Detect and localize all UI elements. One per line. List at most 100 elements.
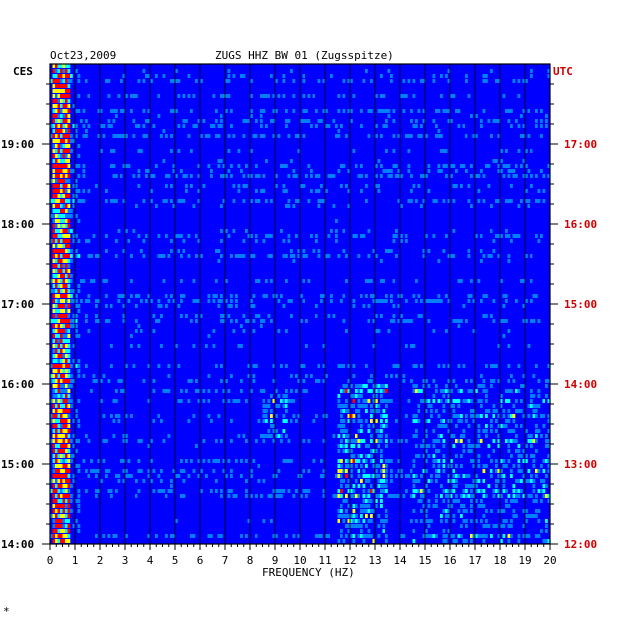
spectrogram-cell xyxy=(345,494,348,498)
spectrogram-cell xyxy=(142,239,146,243)
spectrogram-cell xyxy=(385,149,388,153)
spectrogram-cell xyxy=(275,389,278,393)
spectrogram-cell xyxy=(55,139,58,143)
spectrogram-cell xyxy=(55,274,58,278)
spectrogram-cell xyxy=(367,459,371,463)
spectrogram-cell xyxy=(177,254,181,258)
spectrogram-cell xyxy=(380,414,383,418)
spectrogram-cell xyxy=(52,494,56,498)
spectrogram-cell xyxy=(257,464,261,468)
spectrogram-cell xyxy=(490,429,493,433)
spectrogram-cell xyxy=(232,134,236,138)
spectrogram-cell xyxy=(265,409,268,413)
spectrogram-cell xyxy=(525,199,528,203)
spectrogram-cell xyxy=(185,184,188,188)
spectrogram-cell xyxy=(382,524,386,528)
spectrogram-cell xyxy=(52,394,56,398)
spectrogram-cell xyxy=(62,469,66,473)
spectrogram-cell xyxy=(452,199,456,203)
spectrogram-cell xyxy=(332,434,336,438)
x-tick-label: 14 xyxy=(393,554,407,567)
spectrogram-cell xyxy=(150,199,153,203)
spectrogram-cell xyxy=(467,424,471,428)
spectrogram-cell xyxy=(60,424,63,428)
spectrogram-cell xyxy=(522,279,526,283)
spectrogram-cell xyxy=(387,329,391,333)
spectrogram-cell xyxy=(535,534,538,538)
spectrogram-cell xyxy=(62,529,66,533)
spectrogram-cell xyxy=(305,254,308,258)
spectrogram-cell xyxy=(67,509,71,513)
spectrogram-cell xyxy=(177,199,181,203)
spectrogram-cell xyxy=(55,174,58,178)
spectrogram-cell xyxy=(470,294,473,298)
spectrogram-cell xyxy=(70,364,73,368)
spectrogram-cell xyxy=(497,434,501,438)
spectrogram-cell xyxy=(77,184,81,188)
spectrogram-cell xyxy=(62,464,66,468)
spectrogram-cell xyxy=(342,379,346,383)
spectrogram-cell xyxy=(375,394,378,398)
spectrogram-cell xyxy=(507,494,511,498)
spectrogram-cell xyxy=(230,439,233,443)
spectrogram-cell xyxy=(90,389,93,393)
spectrogram-cell xyxy=(480,414,483,418)
spectrogram-cell xyxy=(467,184,471,188)
spectrogram-cell xyxy=(462,429,466,433)
spectrogram-cell xyxy=(70,509,73,513)
spectrogram-cell xyxy=(265,334,268,338)
spectrogram-cell xyxy=(275,489,278,493)
spectrogram-cell xyxy=(67,284,71,288)
spectrogram-cell xyxy=(60,179,63,183)
spectrogram-cell xyxy=(405,159,408,163)
spectrogram-cell xyxy=(450,94,453,98)
spectrogram-cell xyxy=(457,384,461,388)
spectrogram-cell xyxy=(462,69,466,73)
spectrogram-cell xyxy=(77,164,81,168)
spectrogram-cell xyxy=(467,249,471,253)
spectrogram-cell xyxy=(457,524,461,528)
spectrogram-cell xyxy=(52,449,56,453)
spectrogram-cell xyxy=(255,314,258,318)
spectrogram-cell xyxy=(182,294,186,298)
spectrogram-cell xyxy=(60,119,63,123)
spectrogram-cell xyxy=(500,469,503,473)
spectrogram-cell xyxy=(407,234,411,238)
spectrogram-cell xyxy=(340,444,343,448)
spectrogram-cell xyxy=(220,204,223,208)
spectrogram-cell xyxy=(67,304,71,308)
spectrogram-cell xyxy=(390,414,393,418)
spectrogram-cell xyxy=(107,94,111,98)
spectrogram-cell xyxy=(455,499,458,503)
spectrogram-cell xyxy=(455,184,458,188)
spectrogram-cell xyxy=(372,489,376,493)
spectrogram-cell xyxy=(155,334,158,338)
spectrogram-cell xyxy=(310,169,313,173)
spectrogram-cell xyxy=(60,529,63,533)
spectrogram-cell xyxy=(220,299,223,303)
spectrogram-cell xyxy=(342,404,346,408)
spectrogram-cell xyxy=(267,314,271,318)
spectrogram-cell xyxy=(135,169,138,173)
spectrogram-cell xyxy=(75,499,78,503)
spectrogram-cell xyxy=(97,319,101,323)
spectrogram-cell xyxy=(187,94,191,98)
spectrogram-cell xyxy=(132,94,136,98)
spectrogram-cell xyxy=(472,414,476,418)
x-tick-label: 9 xyxy=(272,554,279,567)
spectrogram-cell xyxy=(387,169,391,173)
spectrogram-cell xyxy=(137,344,141,348)
spectrogram-cell xyxy=(157,304,161,308)
spectrogram-cell xyxy=(67,329,71,333)
spectrogram-cell xyxy=(225,229,228,233)
spectrogram-cell xyxy=(482,294,486,298)
spectrogram-cell xyxy=(517,94,521,98)
spectrogram-cell xyxy=(285,409,288,413)
spectrogram-cell xyxy=(77,494,81,498)
spectrogram-cell xyxy=(427,129,431,133)
spectrogram-cell xyxy=(342,164,346,168)
time-label-cet: 19:00 xyxy=(1,138,34,151)
spectrogram-cell xyxy=(530,259,533,263)
spectrogram-cell xyxy=(532,404,536,408)
spectrogram-cell xyxy=(350,409,353,413)
